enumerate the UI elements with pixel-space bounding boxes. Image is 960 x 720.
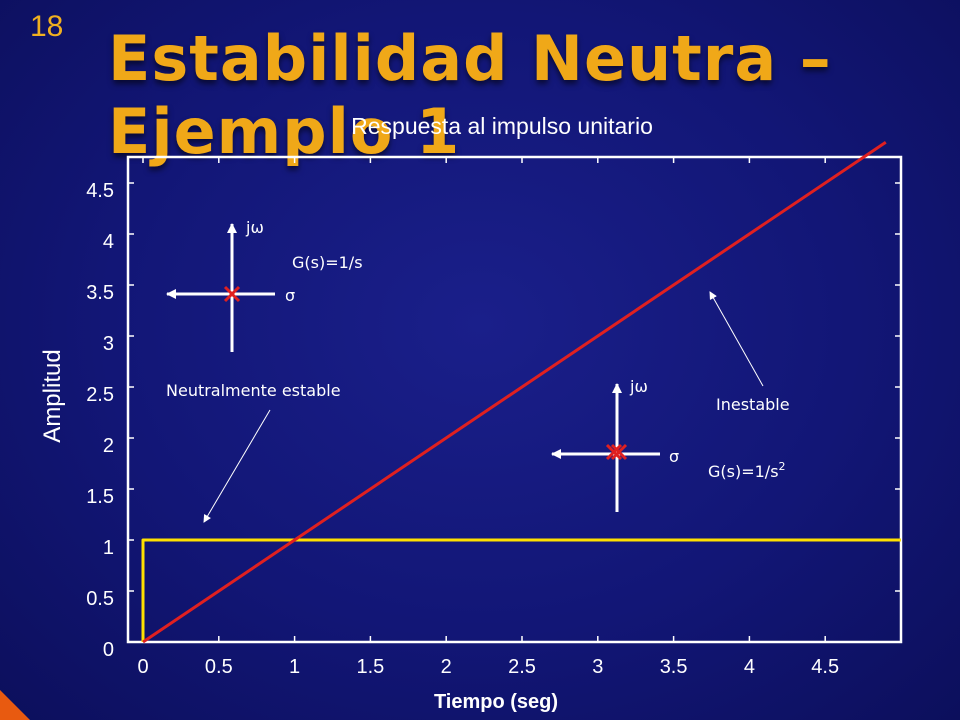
y-tick-label: 3.5 [86,282,114,304]
y-tick-label: 0 [103,639,114,661]
x-tick-label: 1.5 [356,656,384,678]
y-tick-label: 2.5 [86,384,114,406]
neutral-stable-label: Neutralmente estable [166,381,341,400]
unstable-label: Inestable [716,395,790,414]
x-tick-label: 1 [289,656,300,678]
pole-diagram-2: jω σ G(s)=1/s2 [551,377,786,512]
series-line-1 [141,538,901,642]
chart-title: Respuesta al impulso unitario [351,113,653,139]
transfer-function-2-exponent: 2 [779,460,786,473]
x-tick-label: 2 [441,656,452,678]
double-pole-marker [605,443,628,461]
transfer-function-1: G(s)=1/s [292,253,363,272]
x-tick-label: 4.5 [811,656,839,678]
y-tick-label: 3 [103,333,114,355]
y-tick-label: 4 [103,231,114,253]
x-tick-label: 3 [592,656,603,678]
unstable-callout-arrow [709,291,764,387]
jw-label: jω [629,377,648,396]
x-axis-tick-labels: 0 0.5 1 1.5 2 2.5 3 3.5 4 4.5 [137,656,839,678]
x-axis-label: Tiempo (seg) [434,691,558,713]
corner-decoration [0,690,30,720]
pole-marker [223,285,241,303]
series-line-2 [142,140,887,644]
x-tick-label: 2.5 [508,656,536,678]
neutral-callout-arrow [203,409,271,523]
x-tick-label: 0.5 [205,656,233,678]
pole-diagram-1: jω σ G(s)=1/s [166,218,363,352]
sigma-label: σ [285,286,295,305]
jw-label: jω [245,218,264,237]
y-tick-label: 0.5 [86,588,114,610]
sigma-label: σ [669,447,679,466]
transfer-function-2-base: G(s)=1/s [708,462,779,481]
slide-number: 18 [30,10,64,43]
plot-frame [126,155,903,644]
y-axis-tick-labels: 0 0.5 1 1.5 2 2.5 3 3.5 4 4.5 [86,180,114,661]
y-tick-label: 4.5 [86,180,114,202]
y-tick-label: 2 [103,435,114,457]
y-tick-label: 1 [103,537,114,559]
y-tick-label: 1.5 [86,486,114,508]
x-tick-label: 4 [744,656,755,678]
x-axis-ticks [142,157,826,642]
y-axis-label: Amplitud [39,349,66,442]
series-layer [141,140,901,644]
x-tick-label: 3.5 [660,656,688,678]
transfer-function-2: G(s)=1/s2 [708,460,786,481]
x-tick-label: 0 [137,656,148,678]
